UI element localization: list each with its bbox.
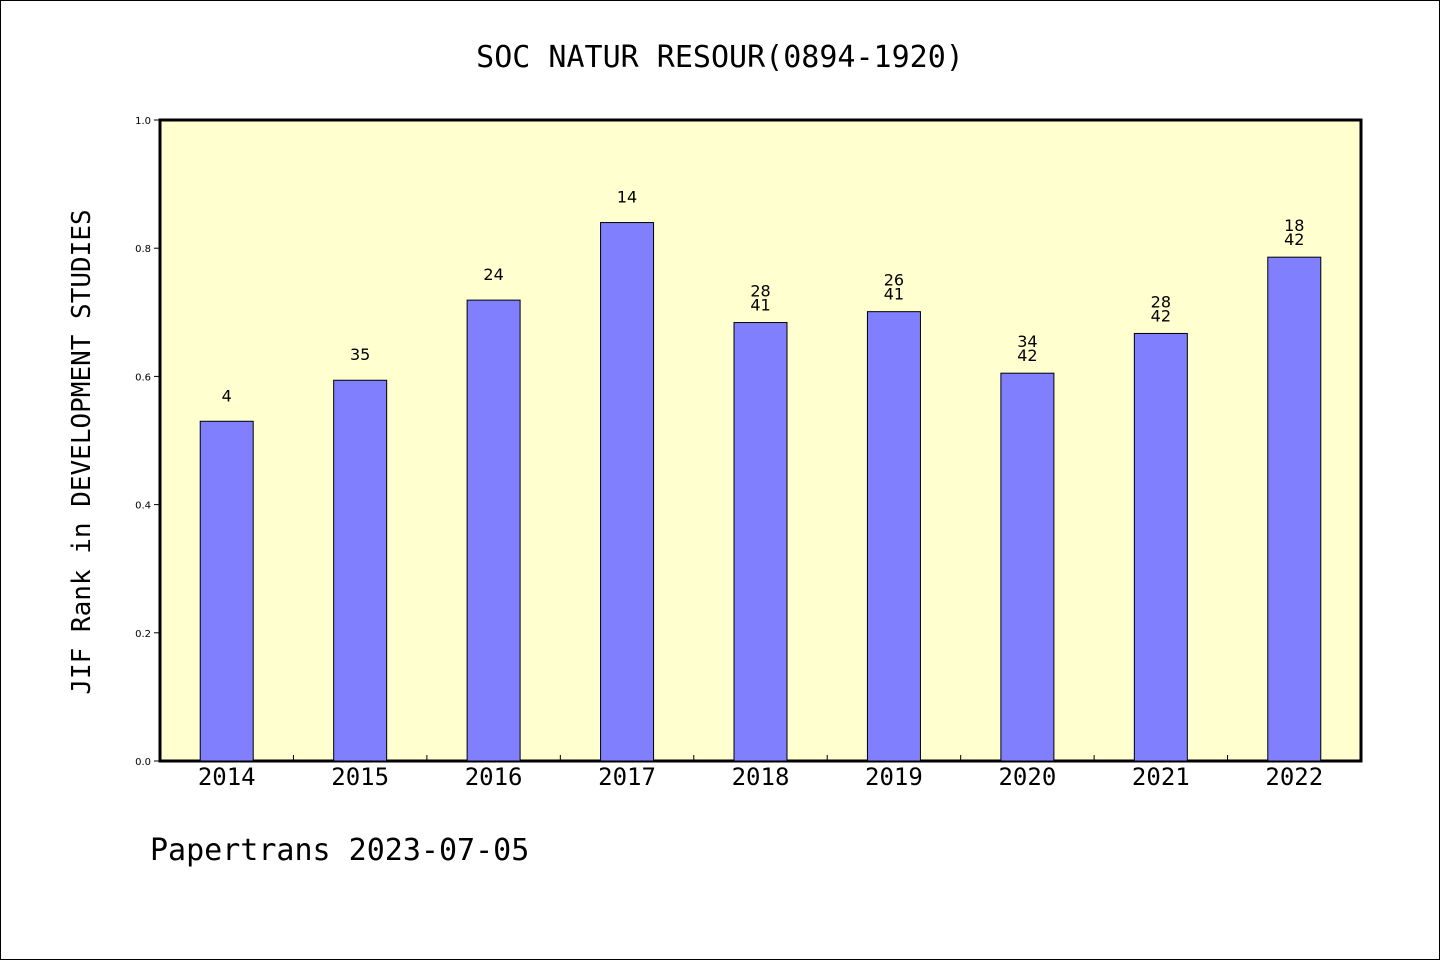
bar-data-label: 34	[1017, 332, 1037, 351]
bar-data-label: 41	[884, 285, 904, 304]
x-tick-label: 2018	[732, 763, 790, 791]
x-tick-label: 2016	[465, 763, 523, 791]
bar-data-label: 28	[750, 282, 770, 301]
bar-2017	[600, 222, 655, 762]
bar-2022	[1267, 256, 1322, 762]
bar-data-label: 24	[483, 265, 503, 284]
footer-credit: Papertrans 2023-07-05	[150, 833, 530, 868]
bar-data-label: 35	[350, 345, 370, 364]
y-tick-label: 0.4	[135, 501, 151, 512]
bar-2020	[1000, 372, 1055, 762]
y-axis-label: JIF Rank in DEVELOPMENT STUDIES	[67, 209, 97, 694]
x-tick-label: 2022	[1265, 763, 1323, 791]
bar-data-label: 42	[1151, 306, 1171, 325]
y-tick-label: 0.2	[135, 629, 151, 640]
bar-data-label: 42	[1017, 346, 1037, 365]
x-tick-label: 2020	[998, 763, 1056, 791]
y-tick-label: 1.0	[135, 116, 151, 127]
bar-data-label: 14	[617, 188, 637, 207]
bar-data-label: 41	[750, 296, 770, 315]
y-tick-label: 0.8	[135, 244, 151, 255]
bar-2016	[466, 299, 521, 762]
bar-2015	[333, 379, 388, 762]
bar-data-label: 18	[1284, 216, 1304, 235]
bar-2021	[1133, 332, 1188, 762]
bar-2019	[866, 311, 921, 762]
bar-labels: 2014420153520162420171420182841201926412…	[198, 188, 1323, 791]
bar-data-label: 28	[1151, 292, 1171, 311]
y-tick-label: 0.6	[135, 372, 151, 383]
bars	[199, 222, 1322, 762]
bar-2018	[733, 322, 788, 762]
x-tick-label: 2014	[198, 763, 256, 791]
bar-2014	[199, 420, 254, 762]
bar-data-label: 42	[1284, 230, 1304, 249]
x-tick-label: 2019	[865, 763, 923, 791]
x-tick-label: 2017	[598, 763, 656, 791]
bar-data-label: 26	[884, 271, 904, 290]
y-tick-label: 0.0	[135, 757, 151, 768]
x-tick-label: 2015	[331, 763, 389, 791]
chart-title: SOC NATUR RESOUR(0894-1920)	[476, 40, 964, 75]
bar-data-label: 4	[222, 386, 232, 405]
x-tick-label: 2021	[1132, 763, 1190, 791]
axis-ticks: 0.0 0.2 0.4 0.6 0.8 1.0	[135, 116, 1229, 768]
